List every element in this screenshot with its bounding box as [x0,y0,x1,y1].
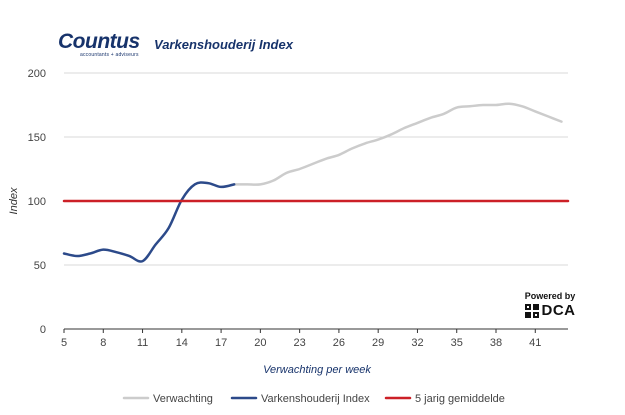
x-tick-label: 5 [61,337,67,349]
x-tick-label: 35 [451,337,463,349]
legend-label: Verwachting [153,393,213,405]
y-tick-label: 150 [28,132,46,144]
x-tick-label: 38 [490,337,502,349]
powered-by-label: Powered by [524,291,576,301]
series-line-1 [62,181,236,263]
dca-wordmark: DCA [541,302,576,319]
x-axis-ticks: 5 8 11 14 17 20 23 26 29 32 35 38 41 [61,329,541,349]
x-tick-label: 29 [372,337,384,349]
chart-title: Varkenshouderij Index [154,37,293,52]
y-axis-ticks: 0 50 100 150 200 [28,68,46,336]
countus-logo: Countus accountants + adviseurs [58,30,142,60]
series-lines [62,102,570,263]
x-tick-label: 32 [411,337,423,349]
legend-label: 5 jarig gemiddelde [415,393,505,405]
legend-label: Varkenshouderij Index [261,393,370,405]
y-tick-label: 200 [28,68,46,80]
x-tick-label: 41 [529,337,541,349]
series-line-0 [232,102,563,186]
x-tick-label: 23 [294,337,306,349]
x-tick-label: 8 [100,337,106,349]
y-tick-label: 100 [28,196,46,208]
logo-wordmark: Countus [58,30,140,53]
x-tick-label: 17 [215,337,227,349]
x-axis-label: Verwachting per week [263,364,371,376]
logo-tagline: accountants + adviseurs [80,52,139,58]
x-tick-label: 14 [176,337,188,349]
y-axis-label: Index [8,187,20,214]
x-tick-label: 26 [333,337,345,349]
powered-by-dca: Powered by DCA [518,291,582,319]
legend: Verwachting Varkenshouderij Index 5 jarig … [122,393,505,405]
grid [64,72,568,266]
x-tick-label: 11 [137,337,148,349]
y-tick-label: 50 [34,260,46,272]
y-tick-label: 0 [40,324,46,336]
dca-logo-icon [524,303,539,318]
x-tick-label: 20 [254,337,266,349]
